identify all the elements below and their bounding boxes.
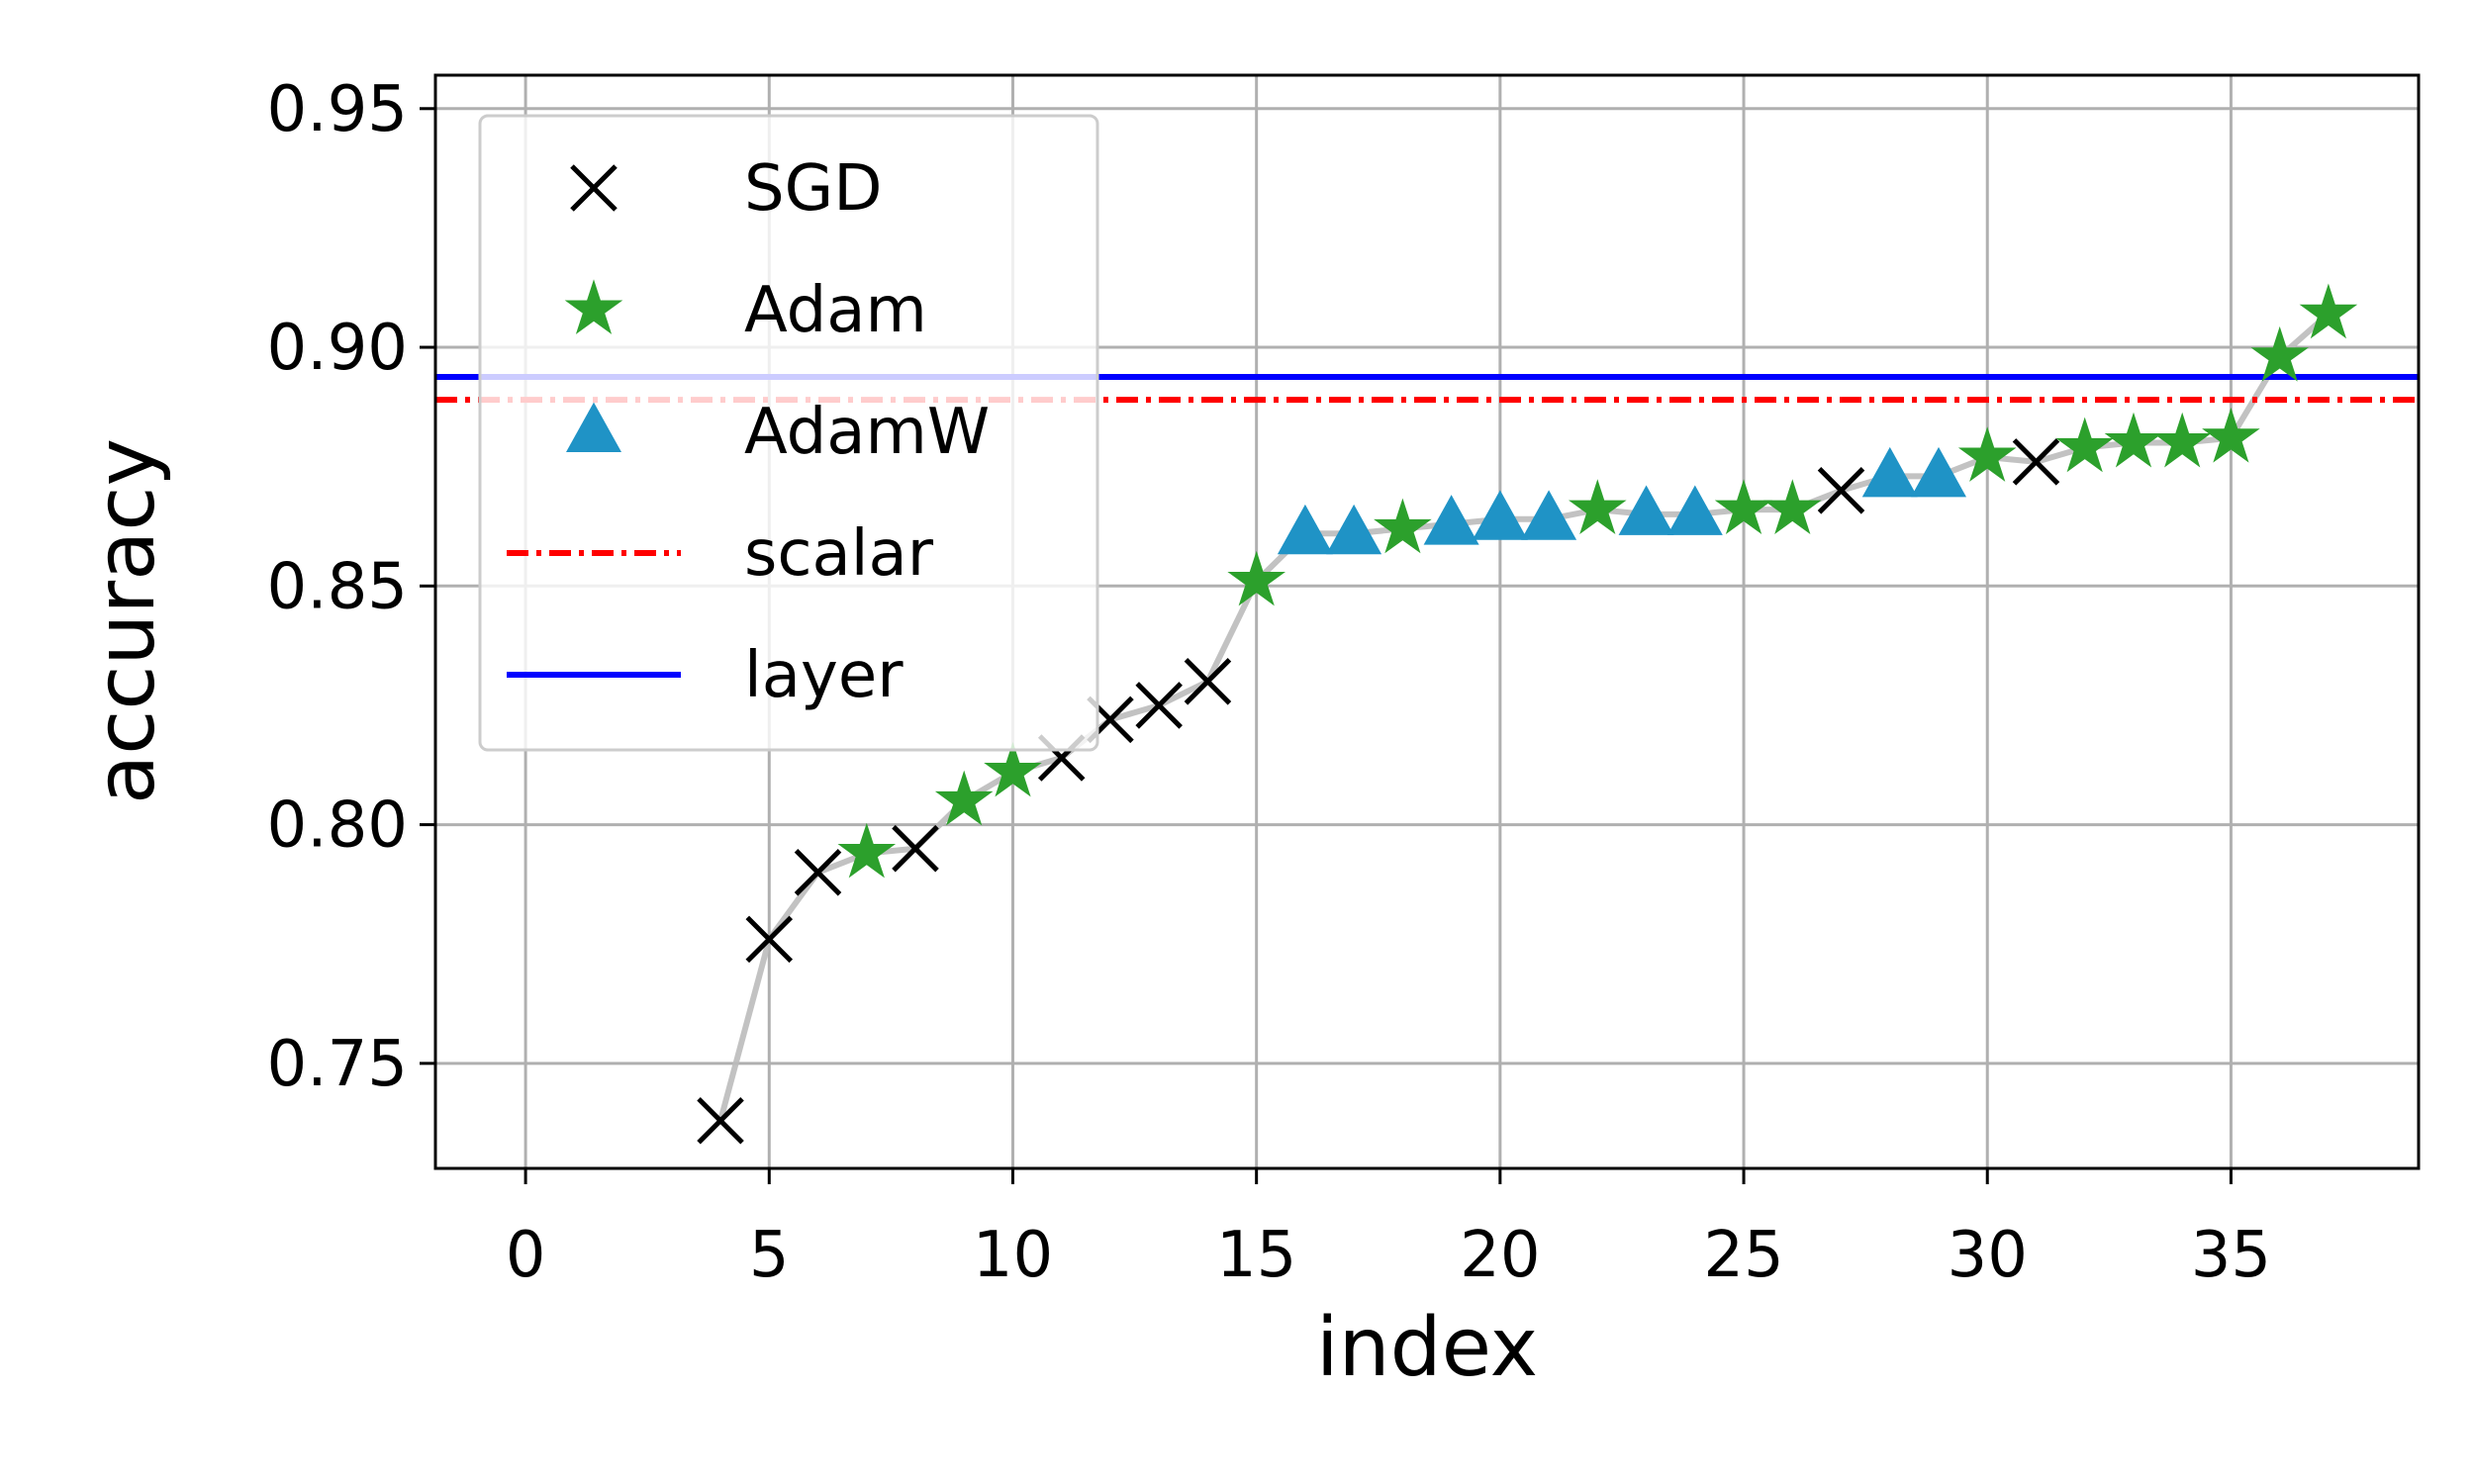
data-point (934, 770, 994, 826)
legend-marker (566, 402, 621, 452)
legend-label: Adam (744, 274, 927, 347)
data-point (2152, 412, 2212, 468)
data-point (2202, 407, 2260, 463)
data-point (2250, 325, 2309, 382)
legend-marker (570, 164, 618, 212)
x-tick-label: 30 (1948, 1219, 2028, 1292)
data-point (1374, 498, 1432, 554)
x-tick-label: 0 (506, 1219, 546, 1292)
y-tick-label: 0.90 (267, 312, 409, 385)
data-point (745, 915, 794, 964)
data-point (1861, 446, 1918, 498)
data-point (1277, 504, 1333, 555)
data-point (1521, 490, 1577, 540)
x-tick-label: 15 (1216, 1219, 1296, 1292)
x-tick-label: 25 (1703, 1219, 1783, 1292)
x-tick-label: 5 (749, 1219, 790, 1292)
data-point (794, 849, 842, 896)
data-point (1184, 658, 1232, 705)
x-tick-label: 20 (1460, 1219, 1540, 1292)
data-point (1423, 495, 1479, 545)
data-point (1472, 490, 1528, 540)
legend: SGD Adam AdamW scalar layer (478, 114, 1099, 752)
legend-marker (564, 279, 623, 334)
data-point (1569, 479, 1627, 534)
data-point (1666, 485, 1723, 535)
legend-label: scalar (744, 517, 934, 591)
data-point (1763, 479, 1822, 534)
data-point (837, 822, 897, 879)
y-tick-label: 0.75 (267, 1028, 409, 1101)
data-point (697, 1096, 744, 1145)
legend-label: AdamW (744, 396, 990, 469)
x-tick-label: 10 (973, 1219, 1053, 1292)
trend-line (717, 312, 2331, 1122)
data-point (1618, 485, 1674, 535)
x-tick-label: 35 (2191, 1219, 2271, 1292)
x-axis-label: index (1316, 1301, 1538, 1395)
plot-frame (433, 73, 2421, 1170)
data-point (2299, 283, 2358, 339)
data-point (2104, 412, 2163, 468)
data-point (1135, 682, 1183, 729)
data-point (2055, 417, 2114, 473)
data-point (984, 741, 1042, 797)
data-point (1817, 467, 1865, 514)
legend-box (478, 114, 1099, 752)
data-point (2012, 438, 2060, 486)
y-axis-label: accuracy (79, 438, 173, 804)
legend-label: layer (744, 639, 904, 712)
data-point (1227, 550, 1285, 606)
data-point (1957, 426, 2017, 482)
y-tick-label: 0.95 (267, 73, 409, 146)
legend-label: SGD (744, 152, 883, 226)
data-point (1911, 446, 1967, 498)
y-tick-label: 0.80 (267, 789, 409, 863)
data-point (892, 824, 939, 873)
data-point (1326, 504, 1382, 555)
data-point (1714, 479, 1773, 534)
y-tick-label: 0.85 (267, 550, 409, 623)
